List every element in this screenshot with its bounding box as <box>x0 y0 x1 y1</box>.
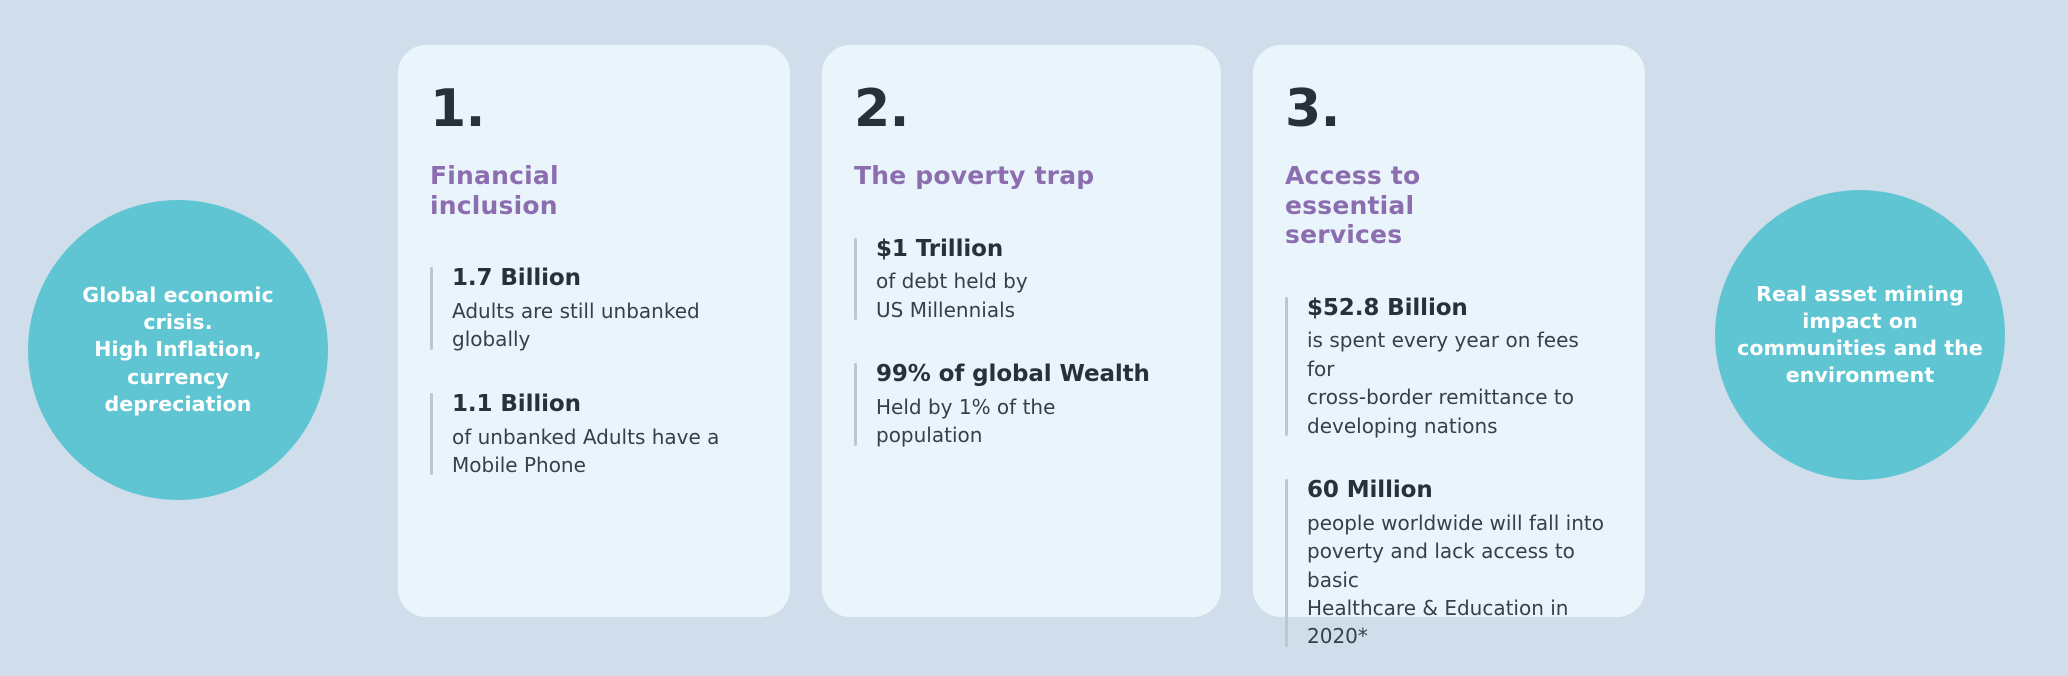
stat-value: $52.8 Billion <box>1307 294 1468 321</box>
stat-value: 60 Million <box>1307 476 1433 503</box>
stat-accent-bar <box>1285 296 1288 436</box>
left-callout-circle: Global economic crisis. High Inflation, … <box>28 200 328 500</box>
stat-accent-bar <box>430 267 433 350</box>
stat-accent-bar <box>1285 478 1288 647</box>
stat-item: 1.1 Billion of unbanked Adults have a Mo… <box>430 390 756 480</box>
card-number: 2. <box>854 79 909 139</box>
stats-list: $1 Trillion of debt held by US Millennia… <box>854 235 1187 450</box>
stat-value: 1.7 Billion <box>452 265 581 291</box>
card-title: The poverty trap <box>854 161 1095 190</box>
stat-item: $1 Trillion of debt held by US Millennia… <box>854 235 1187 325</box>
cards-row: 1. Financial inclusion 1.7 Billion Adult… <box>398 45 1645 648</box>
stat-description: Adults are still unbanked globally <box>452 298 700 352</box>
card-title: Financial inclusion <box>430 161 559 220</box>
stat-item: 1.7 Billion Adults are still unbanked gl… <box>430 264 756 354</box>
stat-accent-bar <box>854 237 857 321</box>
card-financial-inclusion: 1. Financial inclusion 1.7 Billion Adult… <box>398 45 790 617</box>
card-title: Access to essential services <box>1285 161 1421 249</box>
stat-accent-bar <box>430 392 433 476</box>
stat-description: of debt held by US Millennials <box>876 269 1028 322</box>
stat-description: of unbanked Adults have a Mobile Phone <box>452 424 720 477</box>
right-callout-text: Real asset mining impact on communities … <box>1737 281 1983 388</box>
stat-item: 60 Million people worldwide will fall in… <box>1285 476 1611 651</box>
card-poverty-trap: 2. The poverty trap $1 Trillion of debt … <box>822 45 1221 617</box>
stat-item: $52.8 Billion is spent every year on fee… <box>1285 294 1611 440</box>
stat-value: 99% of global Wealth <box>876 361 1150 388</box>
stats-list: $52.8 Billion is spent every year on fee… <box>1285 294 1611 651</box>
card-number: 3. <box>1285 79 1340 139</box>
left-callout-text: Global economic crisis. High Inflation, … <box>82 283 274 416</box>
stat-description: is spent every year on fees for cross-bo… <box>1307 328 1579 438</box>
stats-list: 1.7 Billion Adults are still unbanked gl… <box>430 264 756 479</box>
card-number: 1. <box>430 79 485 139</box>
stat-description: Held by 1% of the population <box>876 395 1056 448</box>
stat-item: 99% of global Wealth Held by 1% of the p… <box>854 360 1187 450</box>
stat-value: $1 Trillion <box>876 235 1004 262</box>
stat-value: 1.1 Billion <box>452 390 581 417</box>
card-access-essential-services: 3. Access to essential services $52.8 Bi… <box>1253 45 1645 648</box>
right-callout-circle: Real asset mining impact on communities … <box>1715 190 2005 480</box>
stat-accent-bar <box>854 363 857 446</box>
stat-description: people worldwide will fall into poverty … <box>1307 510 1604 649</box>
